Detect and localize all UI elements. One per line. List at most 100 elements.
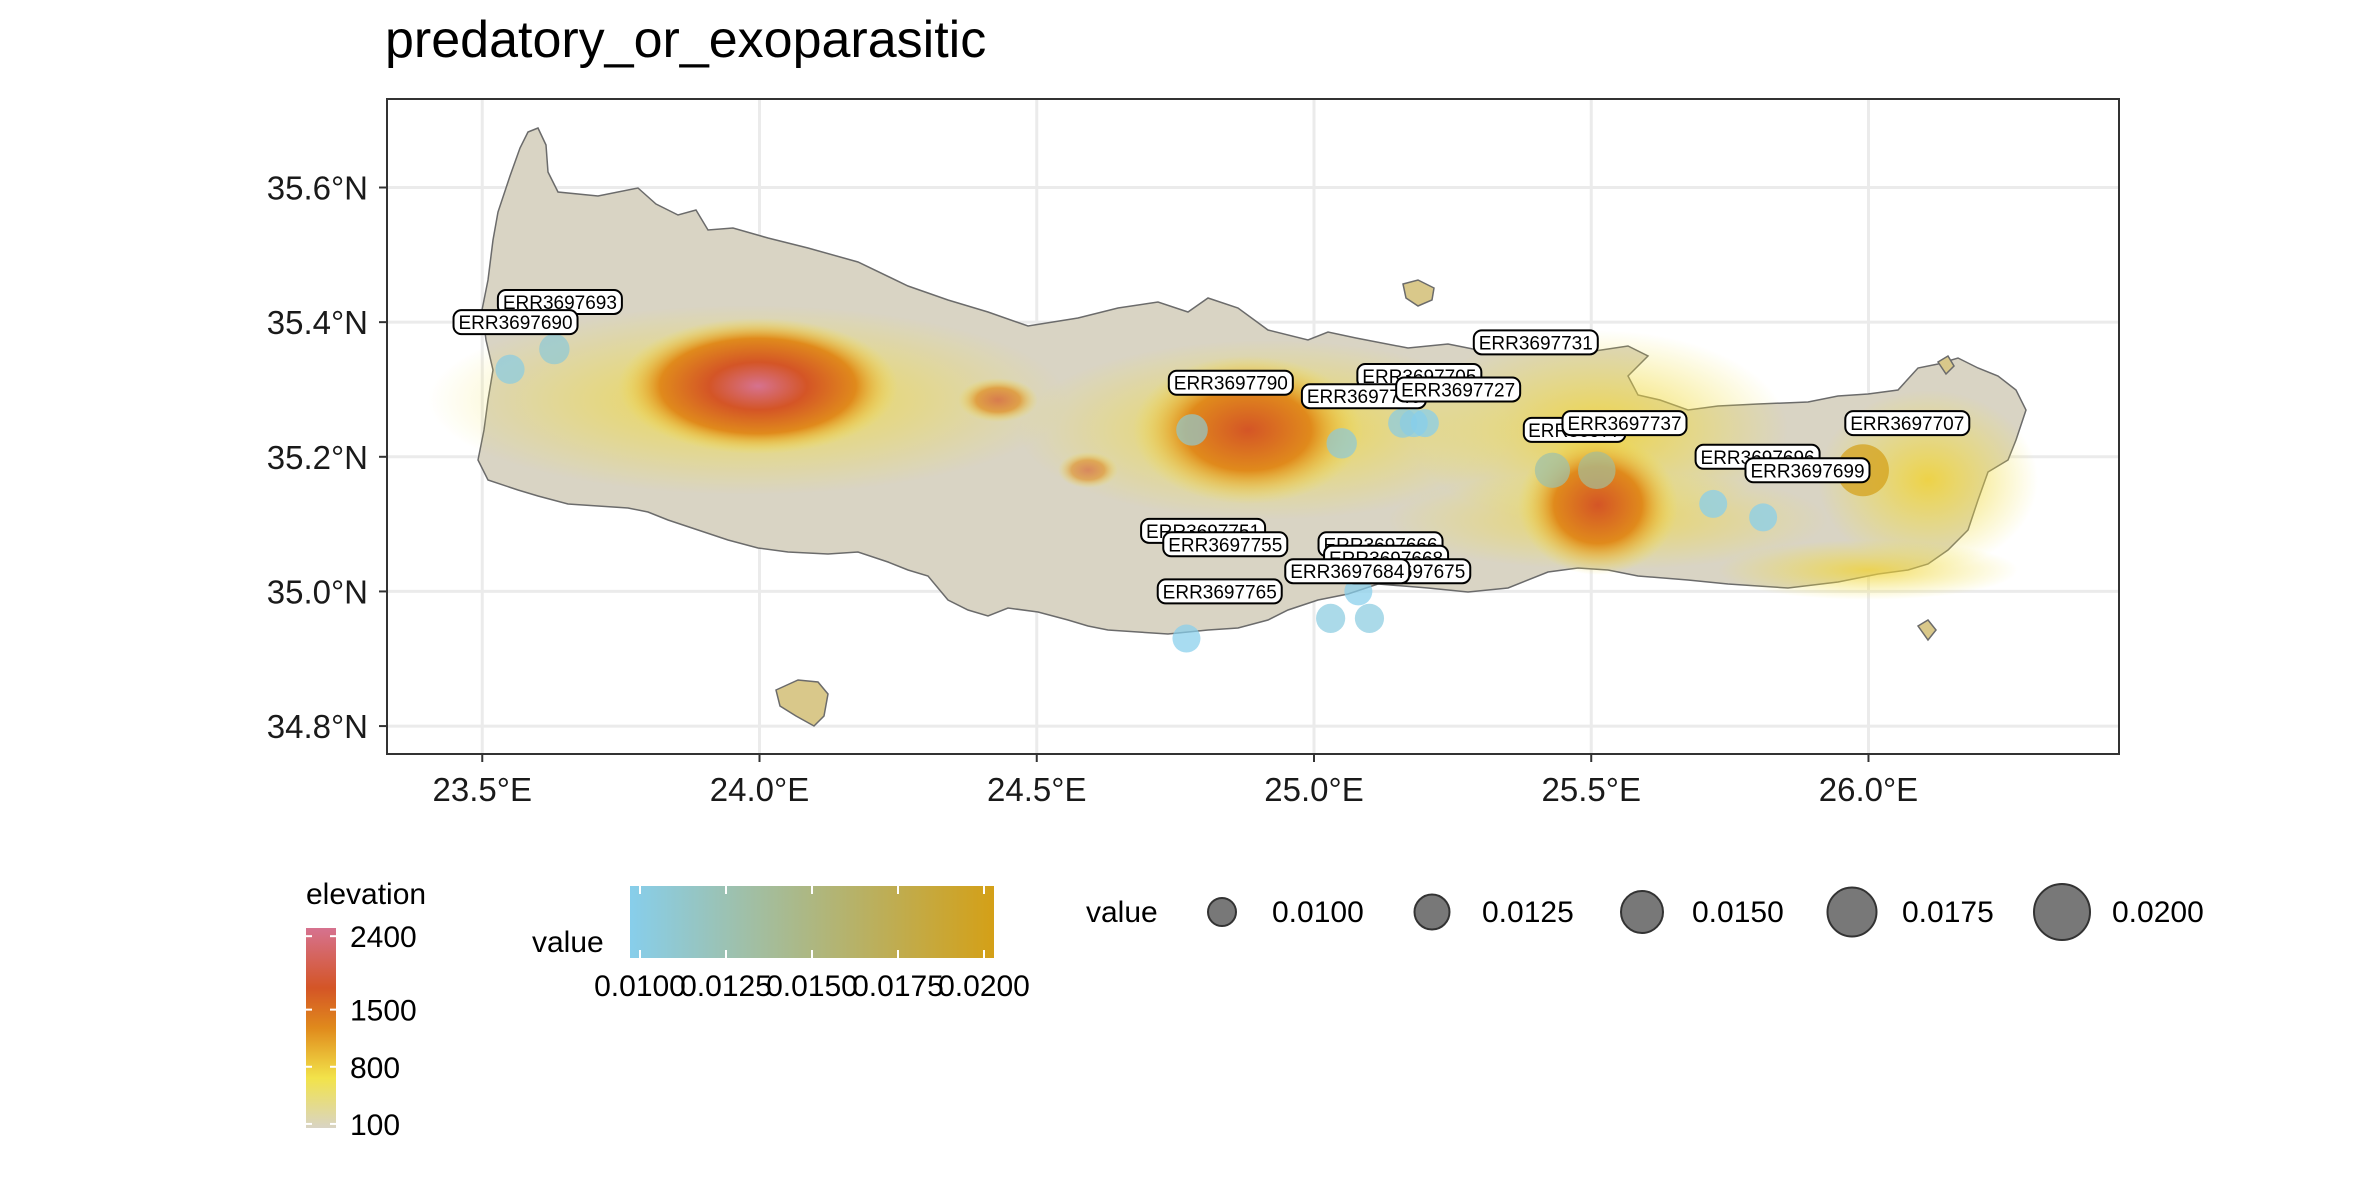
value-color-legend-title: value [532, 926, 604, 959]
site-label: ERR3697765 [1156, 578, 1283, 605]
site-label-box [1472, 329, 1599, 356]
site-point [1410, 409, 1439, 438]
value-size-legend-title: value [1086, 896, 1158, 929]
site-label-box [1284, 558, 1411, 585]
y-tick-label: 35.4°N [267, 304, 368, 341]
site-label-box [1162, 531, 1289, 558]
site-label: ERR3697684 [1284, 558, 1411, 585]
site-label: ERR3697693 [496, 288, 623, 315]
site-point [1577, 451, 1616, 490]
site-point [1534, 452, 1571, 488]
site-label: ERR3697790 [1167, 369, 1294, 396]
elevation-tick-label: 100 [350, 1109, 400, 1142]
site-point [539, 333, 570, 365]
elevation-tick-label: 2400 [350, 921, 417, 954]
site-label: ERR3697727 [1395, 376, 1522, 403]
site-label-text: ERR3697693 [503, 293, 617, 314]
koufonisi-island [1916, 619, 1937, 642]
x-axis-labels: 23.5°E 24.0°E 24.5°E 25.0°E 25.5°E 26.0°E [433, 753, 1918, 808]
site-label: ERR3697755 [1162, 531, 1289, 558]
site-label-text: ERR3697690 [458, 313, 572, 334]
x-tick-label: 24.5°E [987, 771, 1086, 808]
value-tick-label: 0.0175 [852, 970, 944, 1003]
site-label-text: ERR3697746 [1307, 387, 1421, 408]
site-label-box [1844, 410, 1971, 437]
x-tick-label: 25.0°E [1264, 771, 1363, 808]
site-point [1326, 428, 1357, 459]
site-point [1176, 414, 1208, 446]
size-legend-label: 0.0175 [1902, 896, 1994, 929]
site-label-box [1395, 376, 1522, 403]
y-axis-labels: 35.6°N 35.4°N 35.2°N 35.0°N 34.8°N [267, 170, 388, 745]
site-label-text: ERR3697684 [1290, 562, 1405, 583]
elevation-tick-label: 800 [350, 1052, 400, 1085]
size-legend-label: 0.0200 [2112, 896, 2204, 929]
site-label: ERR3697690 [452, 309, 579, 336]
site-point [1344, 577, 1373, 606]
gavdos-island [775, 679, 829, 727]
site-label-text: ERR3697755 [1168, 535, 1282, 556]
size-legend-circle [1620, 890, 1664, 934]
site-label-box [452, 309, 579, 336]
elevation-tick-label: 1500 [350, 995, 417, 1028]
x-tick-label: 25.5°E [1542, 771, 1641, 808]
x-tick-label: 23.5°E [433, 771, 532, 808]
site-point [1316, 603, 1346, 633]
y-tick-label: 35.6°N [267, 170, 368, 207]
site-point [1388, 408, 1418, 438]
value-size-legend: value 0.0100 0.0125 0.0150 0.0175 0.0200 [1086, 883, 2204, 941]
size-legend-circle [1207, 897, 1237, 927]
crete-elevation-map [428, 127, 2038, 727]
site-point [1172, 624, 1201, 653]
value-tick-label: 0.0100 [594, 970, 686, 1003]
value-tick-label: 0.0150 [766, 970, 858, 1003]
site-label: ERR3697746 [1300, 383, 1427, 410]
elevation-legend: elevation 2400 1500 800 100 [306, 878, 426, 1142]
size-legend-circle [1826, 886, 1878, 938]
site-label-text: ERR3697790 [1174, 374, 1288, 395]
size-legend-circle [2033, 883, 2091, 941]
y-tick-label: 34.8°N [267, 708, 368, 745]
site-label-text: ERR3697731 [1479, 333, 1593, 354]
elevation-colorbar [306, 928, 336, 1128]
site-label-box [1744, 457, 1871, 484]
value-size-legend-entries: 0.0100 0.0125 0.0150 0.0175 0.0200 [1207, 883, 2204, 941]
site-point [495, 354, 525, 384]
site-label: ERR3697731 [1472, 329, 1599, 356]
site-label-text: ERR3697699 [1750, 461, 1864, 482]
y-tick-label: 35.0°N [267, 573, 368, 610]
elevation-legend-ticks: 2400 1500 800 100 [306, 921, 417, 1142]
site-point [1699, 489, 1728, 518]
site-label: ERR3697699 [1744, 457, 1871, 484]
site-label: ERR3697707 [1844, 410, 1971, 437]
value-colorbar [630, 886, 994, 958]
site-labels: ERR3697705ERR36977ERR3697696ERR3697751ER… [452, 288, 1971, 605]
size-legend-label: 0.0150 [1692, 896, 1784, 929]
site-label-text: ERR3697727 [1401, 380, 1515, 401]
dia-island [1402, 279, 1435, 307]
elevation-legend-title: elevation [306, 878, 426, 911]
site-label-text: ERR3697707 [1850, 414, 1964, 435]
map-panel: ERR3697705ERR36977ERR3697696ERR3697751ER… [386, 98, 2120, 755]
y-tick-label: 35.2°N [267, 439, 368, 476]
x-tick-label: 24.0°E [710, 771, 809, 808]
map-title: predatory_or_exoparasitic [385, 11, 987, 69]
site-label-box [1156, 578, 1283, 605]
site-point [1354, 603, 1385, 633]
site-label-box [1561, 410, 1688, 437]
value-tick-label: 0.0125 [680, 970, 772, 1003]
site-label-box [1167, 369, 1294, 396]
site-point [1749, 503, 1778, 532]
size-legend-label: 0.0100 [1272, 896, 1364, 929]
size-legend-label: 0.0125 [1482, 896, 1574, 929]
x-tick-label: 26.0°E [1819, 771, 1918, 808]
site-label: ERR3697737 [1561, 410, 1688, 437]
dionysades-island [1936, 354, 1955, 376]
site-label-text: ERR3697765 [1163, 582, 1277, 603]
size-legend-circle [1413, 893, 1451, 931]
value-tick-label: 0.0200 [938, 970, 1030, 1003]
plot-svg: ERR3697705ERR36977ERR3697696ERR3697751ER… [388, 100, 2118, 753]
